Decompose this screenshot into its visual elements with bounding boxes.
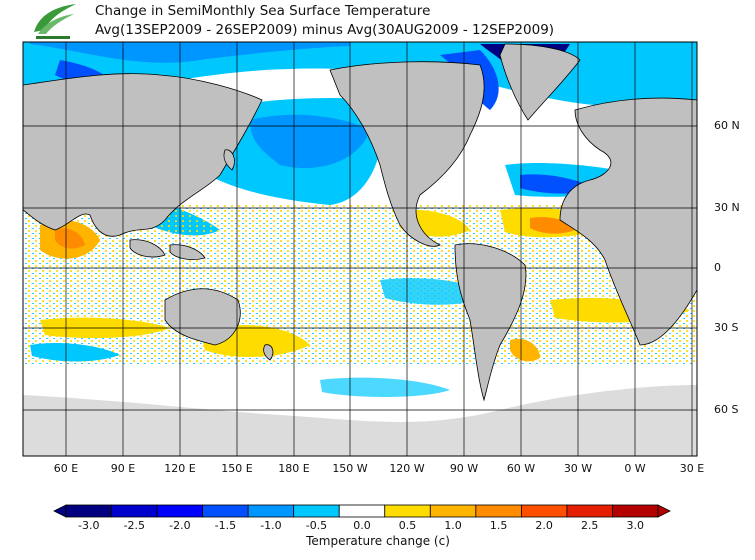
- agency-logo: [34, 4, 76, 39]
- colorbar-cell: [384, 504, 431, 518]
- colorbar-cell: [338, 504, 386, 518]
- colorbar-cell: [475, 504, 522, 518]
- colorbar-tick-label: -1.5: [214, 519, 237, 532]
- lon-label-90w: 90 W: [449, 462, 479, 475]
- lon-label-60e: 60 E: [53, 462, 79, 475]
- lat-lon-grid: [23, 42, 697, 456]
- sst-change-map: [22, 41, 698, 457]
- colorbar-tick-label: 2.5: [580, 519, 599, 532]
- lon-label-120w: 120 W: [389, 462, 425, 475]
- colorbar-cell: [429, 504, 477, 518]
- colorbar-cell: [247, 504, 295, 518]
- colorbar-cell: [612, 504, 659, 518]
- colorbar-arrow-low: [53, 504, 67, 518]
- lon-label-60w: 60 W: [506, 462, 536, 475]
- lat-label-60n: 60 N: [714, 119, 740, 132]
- colorbar-tick-label: -0.5: [305, 519, 328, 532]
- colorbar-tick-label: 0.5: [398, 519, 417, 532]
- colorbar-cell: [293, 504, 340, 518]
- colorbar: [53, 504, 671, 518]
- lat-label-30n: 30 N: [714, 201, 740, 214]
- lon-label-150e: 150 E: [221, 462, 253, 475]
- lat-label-30s: 30 S: [714, 321, 739, 334]
- lon-label-150w: 150 W: [332, 462, 368, 475]
- lon-label-0w: 0 W: [624, 462, 646, 475]
- lon-label-120e: 120 E: [164, 462, 196, 475]
- colorbar-cell: [566, 504, 613, 518]
- colorbar-arrow-high: [657, 504, 671, 518]
- colorbar-tick-label: -2.5: [123, 519, 146, 532]
- colorbar-tick-label: 1.5: [489, 519, 508, 532]
- lon-label-90e: 90 E: [110, 462, 136, 475]
- antarctic-ice: [23, 385, 697, 456]
- lat-label-0: 0: [714, 261, 721, 274]
- colorbar-cell: [156, 504, 204, 518]
- colorbar-tick-label: -3.0: [78, 519, 100, 532]
- colorbar-tick-label: -2.0: [169, 519, 191, 532]
- map-title: Change in SemiMonthly Sea Surface Temper…: [95, 3, 431, 19]
- colorbar-tick-label: 0.0: [353, 519, 371, 532]
- colorbar-cell: [65, 504, 112, 518]
- lat-label-60s: 60 S: [714, 403, 739, 416]
- colorbar-tick-label: 3.0: [626, 519, 644, 532]
- colorbar-cell: [520, 504, 568, 518]
- colorbar-tick-label: -1.0: [260, 519, 282, 532]
- lon-label-180e: 180 E: [278, 462, 310, 475]
- lon-label-30w: 30 W: [563, 462, 593, 475]
- colorbar-label: Temperature change (c): [306, 534, 450, 548]
- map-frame: [22, 41, 698, 457]
- lon-label-30e: 30 E: [679, 462, 705, 475]
- map-subtitle: Avg(13SEP2009 - 26SEP2009) minus Avg(30A…: [95, 22, 555, 38]
- colorbar-cell: [202, 504, 249, 518]
- colorbar-tick-label: 1.0: [444, 519, 462, 532]
- colorbar-cell: [111, 504, 158, 518]
- colorbar-tick-label: 2.0: [535, 519, 553, 532]
